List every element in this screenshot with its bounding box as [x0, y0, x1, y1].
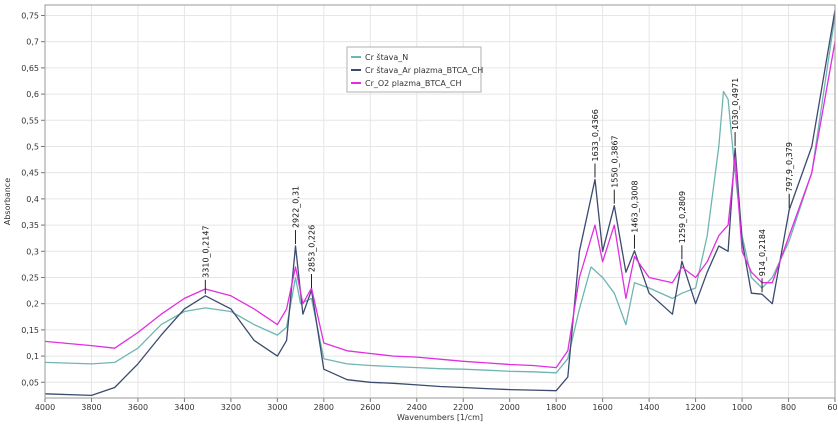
y-tick-label: 0,65	[21, 64, 39, 73]
legend-box	[346, 46, 482, 93]
annotation-label: 3310_0,2147	[201, 225, 210, 277]
x-tick-label: 3800	[81, 403, 101, 412]
series-lines	[44, 10, 836, 397]
plot-frame	[44, 4, 836, 399]
legend: Cr štava_N Cr štava_Ar plazma_BTCA_CH Cr_O…	[346, 46, 483, 93]
x-tick-label: 1400	[639, 403, 659, 412]
x-tick-label: 2800	[314, 403, 334, 412]
x-axis-ticks: 4000 3800 3600 3400 3200 3000 2800 2600 2400 2200…	[35, 398, 838, 412]
x-axis-title: Wavenumbers [1/cm]	[397, 413, 483, 422]
x-tick-label: 2000	[500, 403, 520, 412]
y-tick-label: 0,7	[26, 38, 39, 47]
x-tick-label: 4000	[35, 403, 55, 412]
x-tick-label: 3000	[267, 403, 287, 412]
y-tick-label: 0,2	[26, 300, 39, 309]
y-tick-label: 0,6	[26, 90, 39, 99]
y-tick-label: 0,05	[21, 378, 39, 387]
x-tick-label: 800	[781, 403, 796, 412]
annotation-label: 1633_0,4366	[591, 109, 600, 161]
x-tick-label: 1600	[592, 403, 612, 412]
legend-label: Cr_O2 plazma_BTCA_CH	[365, 79, 461, 88]
annotation-label: 1030_0,4971	[731, 78, 740, 130]
annotation-label: 914_0,2184	[758, 229, 767, 276]
series-line-3	[44, 41, 836, 369]
y-tick-label: 0,3	[26, 247, 39, 256]
y-tick-label: 0,55	[21, 116, 39, 125]
y-tick-label: 0,4	[26, 195, 39, 204]
x-tick-label: 1000	[732, 403, 752, 412]
x-tick-label: 3600	[128, 403, 148, 412]
x-tick-label: 3200	[221, 403, 241, 412]
series-line-1	[44, 15, 836, 374]
legend-label: Cr štava_N	[365, 52, 408, 62]
y-tick-label: 0,75	[21, 11, 39, 20]
x-tick-label: 2400	[407, 403, 427, 412]
annotation-label: 1259_0,2809	[678, 191, 687, 243]
annotation-label: 2922_0,31	[291, 186, 300, 228]
y-axis-ticks: 0,05 0,1 0,15 0,2 0,25 0,3 0,35 0,4 0,45 0,5 0,55 0…	[21, 11, 45, 387]
y-tick-label: 0,45	[21, 169, 39, 178]
x-tick-label: 2600	[360, 403, 380, 412]
x-tick-label: 3400	[174, 403, 194, 412]
x-tick-label: 1800	[546, 403, 566, 412]
x-tick-label: 2200	[453, 403, 473, 412]
legend-label: Cr štava_Ar plazma_BTCA_CH	[365, 65, 483, 75]
y-tick-label: 0,1	[26, 352, 39, 361]
x-tick-label: 600	[827, 403, 838, 412]
peak-annotations: 3310_0,2147 2922_0,31 2853_0,226 1633_0,436…	[201, 78, 794, 294]
y-tick-label: 0,25	[21, 273, 39, 282]
y-axis-title: Absorbance	[3, 178, 12, 225]
y-tick-label: 0,35	[21, 221, 39, 230]
annotation-label: 1463_0,3008	[630, 180, 639, 232]
annotation-label: 2853_0,226	[308, 225, 317, 272]
annotation-label: 797,9_0,379	[785, 142, 794, 192]
x-tick-label: 1200	[685, 403, 705, 412]
y-tick-label: 0,15	[21, 326, 39, 335]
y-tick-label: 0,5	[26, 142, 39, 151]
series-line-2	[44, 10, 836, 397]
annotation-label: 1550_0,3867	[610, 135, 619, 187]
